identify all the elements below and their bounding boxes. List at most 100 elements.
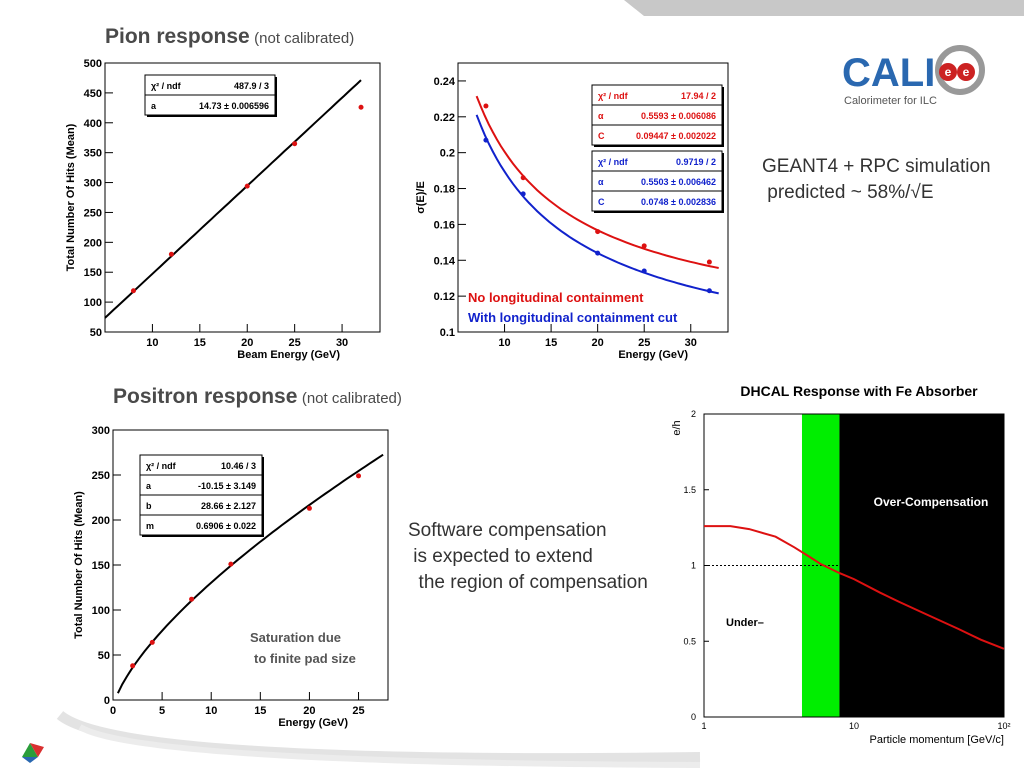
x-tick-label: 0	[110, 705, 116, 717]
x-tick-label: 10²	[997, 721, 1010, 731]
stats-value: 17.94 / 2	[681, 91, 716, 101]
stats-label: χ² / ndf	[146, 461, 177, 471]
x-tick-label: 25	[352, 705, 364, 717]
y-tick-label: 0.24	[434, 76, 456, 88]
stats-box-red	[591, 84, 723, 146]
x-tick-label: 20	[303, 705, 315, 717]
x-tick-label: 20	[241, 337, 253, 349]
y-tick-label: 0.16	[434, 219, 455, 231]
stats-value: 28.66 ± 2.127	[201, 501, 256, 511]
data-point	[483, 137, 489, 143]
x-tick-label: 1	[701, 721, 706, 731]
calice-logo: CALI e e Calorimeter for ILC	[842, 45, 985, 107]
plot-frame	[104, 62, 381, 333]
stats-label: C	[598, 131, 605, 141]
y-tick-label: 50	[98, 650, 110, 662]
x-tick-label: 30	[336, 337, 348, 349]
corner-logo-icon	[22, 743, 38, 757]
y-tick-label: 0	[691, 712, 696, 722]
stats-value: 14.73 ± 0.006596	[199, 101, 269, 111]
y-axis-label: Total Number Of Hits (Mean)	[65, 123, 77, 271]
y-tick-label: 250	[84, 207, 102, 219]
stats-value: 0.9719 / 2	[676, 157, 716, 167]
x-tick-label: 15	[194, 337, 206, 349]
y-tick-label: 150	[84, 267, 102, 279]
y-axis-label: σ(E)/E	[415, 181, 427, 214]
data-point	[706, 288, 712, 294]
stats-label: α	[598, 177, 604, 187]
stats-label: χ² / ndf	[598, 157, 629, 167]
fit-curve	[117, 453, 384, 694]
data-point	[149, 639, 155, 645]
x-axis-label: Energy (GeV)	[278, 717, 348, 729]
chart-title: DHCAL Response with Fe Absorber	[740, 383, 978, 399]
y-tick-label: 500	[84, 58, 102, 70]
resolution-chart: 10 15 20 25 30 0.1 0.12 0.14 0.16 0.18 0.2 0.22 0.24…	[415, 62, 729, 361]
x-tick-label: 15	[545, 337, 557, 349]
fit-line	[104, 79, 362, 319]
y-tick-label: 0.5	[683, 636, 696, 646]
y-tick-label: 100	[84, 297, 102, 309]
region-label: Over-Compensation	[874, 495, 989, 509]
pion-chart: 10 15 20 25 30 50 100 150 200 250 300 350 400 450 500 B…	[65, 58, 381, 361]
stats-label: m	[146, 521, 154, 531]
y-tick-label: 0.12	[434, 291, 455, 303]
pion-section-title: Pion response (not calibrated)	[105, 25, 355, 48]
y-tick-label: 300	[92, 425, 110, 437]
y-tick-label: 150	[92, 560, 110, 572]
stats-value: 0.0748 ± 0.002836	[641, 197, 716, 207]
bottom-decoration	[22, 710, 701, 768]
y-tick-label: 200	[84, 237, 102, 249]
plot-frame	[457, 62, 729, 333]
x-axis-label: Energy (GeV)	[618, 349, 688, 361]
x-tick-label: 30	[685, 337, 697, 349]
stats-label: C	[598, 197, 605, 207]
software-text: Software compensation is expected to ext…	[408, 520, 648, 593]
stats-value: 10.46 / 3	[221, 461, 256, 471]
stats-label: b	[146, 501, 152, 511]
y-tick-label: 200	[92, 515, 110, 527]
annotation-line: Saturation due	[250, 630, 341, 645]
x-axis-label: Beam Energy (GeV)	[237, 349, 340, 361]
y-tick-label: 0.1	[440, 327, 455, 339]
y-tick-label: 1	[691, 561, 696, 571]
svg-text:CALI: CALI	[842, 51, 935, 95]
calice-tagline: Calorimeter for ILC	[844, 95, 937, 107]
x-tick-label: 10	[146, 337, 158, 349]
positron-section-title: Positron response (not calibrated)	[113, 385, 402, 408]
x-tick-label: 10	[498, 337, 510, 349]
stats-label: a	[146, 481, 152, 491]
y-axis-label: Total Number Of Hits (Mean)	[73, 491, 85, 639]
data-point	[520, 175, 526, 181]
data-point	[130, 663, 136, 669]
data-point	[358, 104, 364, 110]
geant-text: GEANT4 + RPC simulation predicted ~ 58%/…	[762, 156, 991, 203]
data-point	[244, 183, 250, 189]
y-tick-label: 400	[84, 118, 102, 130]
y-tick-label: 0.22	[434, 112, 455, 124]
svg-text:e: e	[963, 65, 970, 79]
stats-value: 0.5503 ± 0.006462	[641, 177, 716, 187]
legend-entry: With longitudinal containment cut	[468, 310, 678, 325]
data-point	[130, 288, 136, 294]
stats-label: a	[151, 101, 157, 111]
stats-value: 0.6906 ± 0.022	[196, 521, 256, 531]
data-point	[228, 561, 234, 567]
data-point	[168, 251, 174, 257]
data-point	[189, 596, 195, 602]
data-point	[483, 103, 489, 109]
y-tick-label: 0	[104, 695, 110, 707]
y-tick-label: 350	[84, 148, 102, 160]
y-tick-label: 100	[92, 605, 110, 617]
stats-label: χ² / ndf	[598, 91, 629, 101]
stats-label: χ² / ndf	[151, 81, 182, 91]
y-tick-label: 300	[84, 178, 102, 190]
y-tick-label: 250	[92, 470, 110, 482]
data-point	[641, 268, 647, 274]
data-point	[292, 141, 298, 147]
stats-value: -10.15 ± 3.149	[198, 481, 256, 491]
annotation-line: to finite pad size	[254, 651, 356, 666]
data-point	[595, 250, 601, 256]
x-axis-label: Particle momentum [GeV/c]	[870, 734, 1005, 746]
dhcal-chart: DHCAL Response with Fe Absorber 0 0.5 1 1.5 2…	[671, 383, 1011, 746]
